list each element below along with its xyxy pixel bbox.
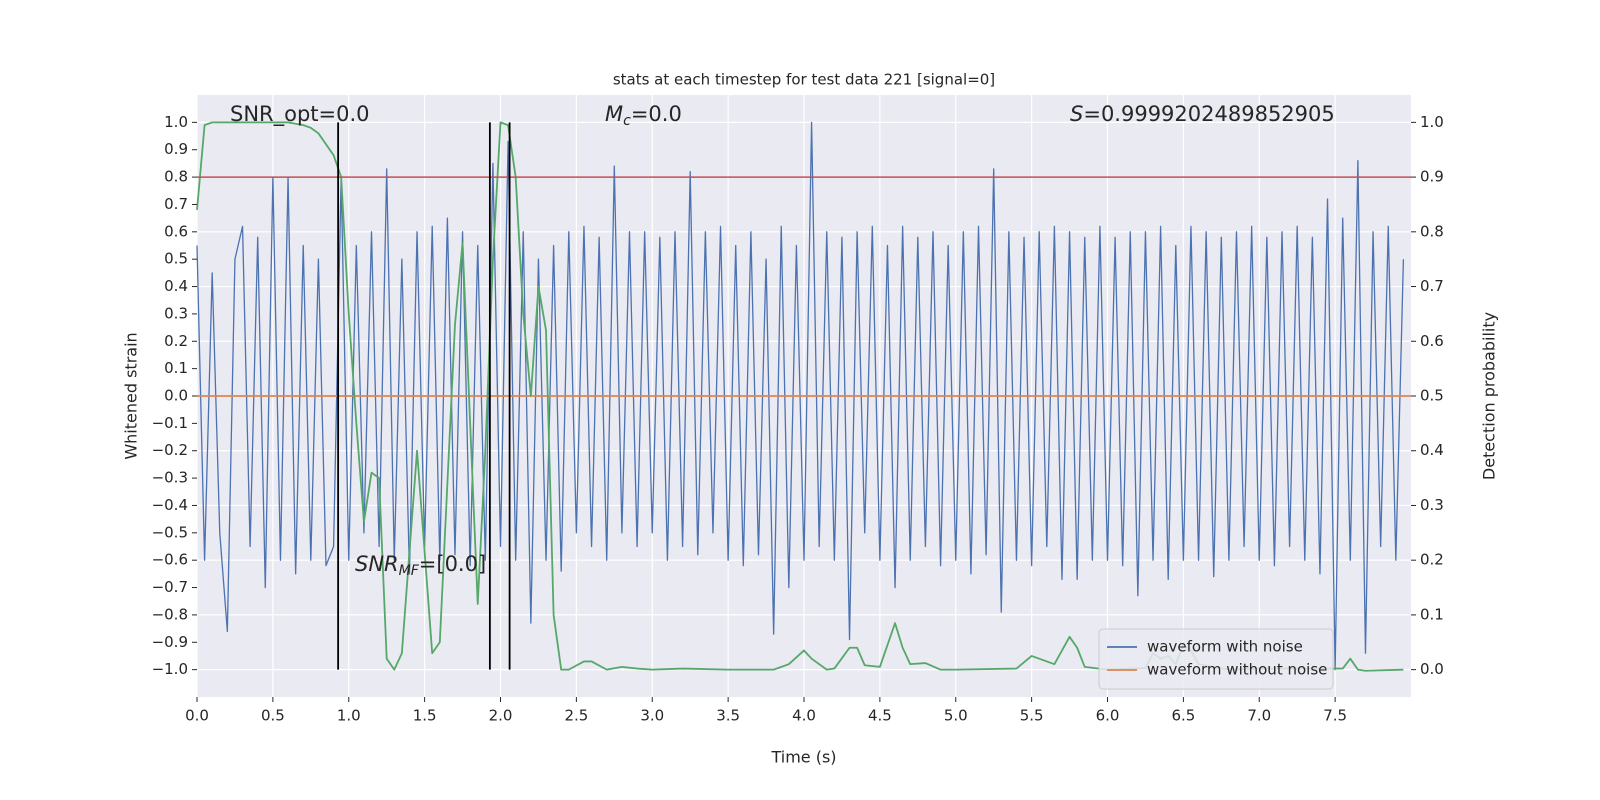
y2-tick-label: 0.6: [1420, 332, 1444, 350]
y-tick-label: −0.8: [152, 605, 188, 623]
y-tick-label: −0.2: [152, 441, 188, 459]
y-tick-label: −1.0: [152, 660, 188, 678]
x-tick-label: 0.5: [261, 707, 285, 725]
y-tick-label: 0.9: [164, 140, 188, 158]
x-tick-label: 0.0: [185, 707, 209, 725]
x-tick-label: 6.5: [1171, 707, 1195, 725]
x-tick-label: 1.0: [337, 707, 361, 725]
y-tick-label: 0.5: [164, 250, 188, 268]
y2-tick-label: 0.1: [1420, 605, 1444, 623]
x-tick-label: 4.5: [868, 707, 892, 725]
annotation: Mc=0.0: [605, 102, 682, 129]
legend: waveform with noise waveform without nois…: [1098, 628, 1334, 690]
x-tick-label: 1.5: [413, 707, 437, 725]
annotation-text: =0.0: [631, 102, 682, 126]
annotation: SNR_opt=0.0: [230, 102, 370, 127]
y-tick-label: 0.4: [164, 277, 188, 295]
x-tick-label: 3.0: [640, 707, 664, 725]
y2-tick-label: 0.9: [1420, 168, 1444, 186]
y-tick-label: −0.7: [152, 578, 188, 596]
legend-label: waveform without noise: [1147, 661, 1327, 679]
y-tick-label: 0.6: [164, 222, 188, 240]
legend-label: waveform with noise: [1147, 638, 1303, 656]
annotation-text: =0.9999202489852905: [1083, 102, 1334, 126]
y-tick-label: −0.5: [152, 523, 188, 541]
x-tick-label: 6.0: [1096, 707, 1120, 725]
y2-tick-label: 0.4: [1420, 441, 1444, 459]
y-tick-label: 0.2: [164, 332, 188, 350]
y2-tick-label: 0.0: [1420, 660, 1444, 678]
annotation-subscript: MF: [399, 563, 420, 579]
y-tick-label: 0.0: [164, 387, 188, 405]
x-tick-label: 5.5: [1020, 707, 1044, 725]
x-tick-label: 2.0: [489, 707, 513, 725]
x-tick-label: 7.5: [1323, 707, 1347, 725]
y-tick-label: −0.1: [152, 414, 188, 432]
y-tick-label: −0.6: [152, 551, 188, 569]
x-tick-label: 4.0: [792, 707, 816, 725]
y2-tick-label: 0.8: [1420, 222, 1444, 240]
y-tick-label: −0.3: [152, 469, 188, 487]
annotation-symbol: S: [1070, 102, 1083, 126]
y-tick-label: 0.1: [164, 359, 188, 377]
annotation-symbol: SNR: [355, 552, 399, 576]
y2-axis-label: Detection probability: [1480, 312, 1499, 480]
x-tick-label: 7.0: [1247, 707, 1271, 725]
y-tick-label: 0.7: [164, 195, 188, 213]
annotation-text: =[0.0]: [419, 552, 486, 576]
y2-tick-label: 0.7: [1420, 277, 1444, 295]
annotation: SNRMF=[0.0]: [355, 552, 486, 579]
y2-tick-label: 0.2: [1420, 551, 1444, 569]
y-axis-label: Whitened strain: [122, 332, 141, 459]
x-tick-label: 5.0: [944, 707, 968, 725]
x-tick-label: 2.5: [564, 707, 588, 725]
chart-title: stats at each timestep for test data 221…: [613, 71, 995, 89]
annotation-symbol: M: [605, 102, 623, 126]
y2-tick-label: 1.0: [1420, 113, 1444, 131]
y-tick-label: 0.3: [164, 304, 188, 322]
y2-tick-label: 0.5: [1420, 387, 1444, 405]
legend-box: [1098, 628, 1334, 690]
annotation-subscript: c: [623, 113, 631, 129]
annotation: S=0.9999202489852905: [1070, 102, 1335, 126]
x-tick-label: 3.5: [716, 707, 740, 725]
y-tick-label: 0.8: [164, 168, 188, 186]
y-tick-label: −0.4: [152, 496, 188, 514]
y2-tick-label: 0.3: [1420, 496, 1444, 514]
x-axis-label: Time (s): [770, 748, 836, 767]
y-tick-label: −0.9: [152, 633, 188, 651]
y-tick-label: 1.0: [164, 113, 188, 131]
